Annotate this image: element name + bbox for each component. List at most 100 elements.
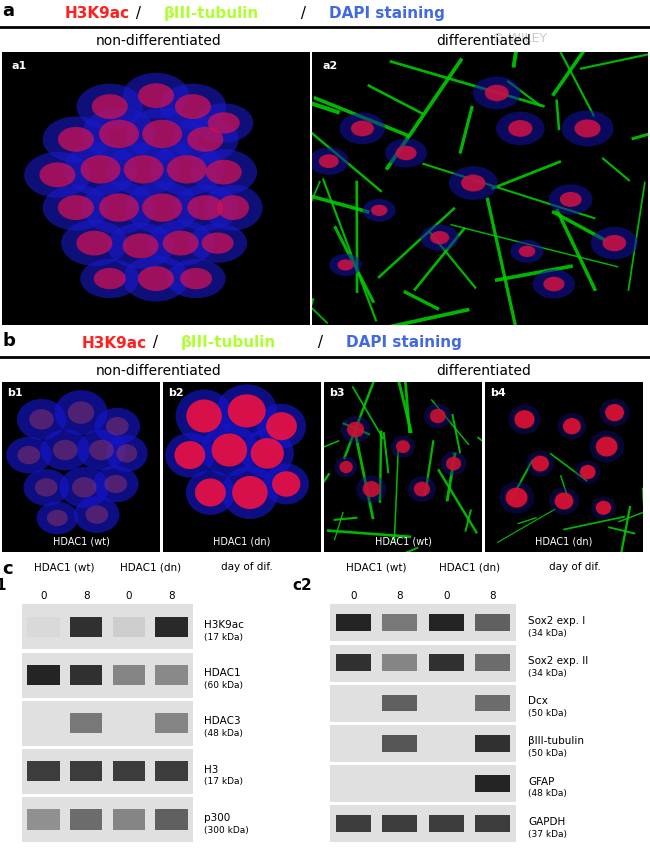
Ellipse shape <box>580 465 595 480</box>
Text: H3K9ac: H3K9ac <box>204 619 244 629</box>
Bar <box>112 809 145 830</box>
Ellipse shape <box>60 468 109 508</box>
Ellipse shape <box>123 257 189 302</box>
Ellipse shape <box>107 144 181 196</box>
Ellipse shape <box>187 127 224 152</box>
Ellipse shape <box>203 185 263 232</box>
Ellipse shape <box>23 469 69 506</box>
Text: a1: a1 <box>11 61 27 71</box>
Text: /: / <box>131 5 146 21</box>
Ellipse shape <box>142 195 182 222</box>
Ellipse shape <box>251 438 284 469</box>
Ellipse shape <box>396 146 417 161</box>
Ellipse shape <box>216 385 277 438</box>
Bar <box>330 685 516 722</box>
Ellipse shape <box>519 246 536 257</box>
Ellipse shape <box>208 113 240 134</box>
Ellipse shape <box>148 221 214 267</box>
Ellipse shape <box>257 405 306 449</box>
Ellipse shape <box>99 195 139 222</box>
Ellipse shape <box>596 437 618 457</box>
Ellipse shape <box>508 406 541 435</box>
Bar <box>330 725 516 762</box>
Bar <box>382 735 417 752</box>
Ellipse shape <box>603 236 626 252</box>
Bar <box>22 653 193 697</box>
Text: differentiated: differentiated <box>437 34 532 48</box>
Ellipse shape <box>82 108 156 161</box>
Ellipse shape <box>64 144 138 196</box>
Text: Sox2 exp. II: Sox2 exp. II <box>528 655 589 666</box>
Ellipse shape <box>99 121 139 149</box>
Ellipse shape <box>43 185 109 232</box>
Ellipse shape <box>508 121 532 138</box>
Ellipse shape <box>74 497 120 533</box>
Text: HDAC1: HDAC1 <box>204 667 241 678</box>
Ellipse shape <box>180 269 212 290</box>
Ellipse shape <box>81 156 121 184</box>
Text: (34 kDa): (34 kDa) <box>528 668 567 677</box>
Ellipse shape <box>424 404 451 429</box>
Text: βIII-tubulin: βIII-tubulin <box>164 5 259 21</box>
Ellipse shape <box>266 412 297 441</box>
Ellipse shape <box>188 224 247 263</box>
Ellipse shape <box>408 477 436 502</box>
Ellipse shape <box>371 206 387 217</box>
Text: βIII-tubulin: βIII-tubulin <box>528 735 584 746</box>
Bar <box>22 604 193 650</box>
Text: b1: b1 <box>6 387 22 398</box>
Text: (300 kDa): (300 kDa) <box>204 825 249 833</box>
Ellipse shape <box>107 224 174 269</box>
Ellipse shape <box>351 121 374 137</box>
Text: non-differentiated: non-differentiated <box>96 34 222 48</box>
Ellipse shape <box>430 409 446 424</box>
Ellipse shape <box>47 511 68 527</box>
Ellipse shape <box>575 461 601 484</box>
Bar <box>70 809 102 830</box>
Text: H3: H3 <box>204 764 219 774</box>
Bar <box>428 654 464 672</box>
Ellipse shape <box>175 95 211 120</box>
Ellipse shape <box>319 155 339 169</box>
Ellipse shape <box>339 114 385 146</box>
Ellipse shape <box>116 444 137 463</box>
Ellipse shape <box>560 193 582 208</box>
Text: (60 kDa): (60 kDa) <box>204 680 243 689</box>
Ellipse shape <box>339 461 353 474</box>
Ellipse shape <box>533 270 575 300</box>
Bar <box>428 815 464 832</box>
Text: 8: 8 <box>489 591 496 600</box>
Text: © WILEY: © WILEY <box>493 32 547 45</box>
Ellipse shape <box>123 234 159 259</box>
Ellipse shape <box>212 434 247 467</box>
Bar <box>335 815 371 832</box>
Text: HDAC1 (wt): HDAC1 (wt) <box>53 536 109 546</box>
Ellipse shape <box>449 167 498 201</box>
Ellipse shape <box>337 260 354 271</box>
Ellipse shape <box>82 183 156 234</box>
Ellipse shape <box>421 226 459 251</box>
Ellipse shape <box>106 418 129 436</box>
Text: Dcx: Dcx <box>528 696 548 705</box>
Ellipse shape <box>35 479 58 497</box>
Text: 8: 8 <box>168 591 175 600</box>
Ellipse shape <box>194 104 254 144</box>
Ellipse shape <box>461 176 486 192</box>
Ellipse shape <box>202 233 233 255</box>
Bar <box>475 815 510 832</box>
Text: DAPI staining: DAPI staining <box>346 335 462 350</box>
Ellipse shape <box>396 441 410 454</box>
Bar <box>27 616 60 637</box>
Ellipse shape <box>106 436 148 472</box>
Ellipse shape <box>72 478 96 498</box>
Bar <box>428 615 464 631</box>
Bar <box>155 809 188 830</box>
Bar <box>22 749 193 794</box>
Ellipse shape <box>40 430 90 471</box>
Ellipse shape <box>165 433 214 478</box>
Bar <box>475 775 510 792</box>
Ellipse shape <box>485 85 509 102</box>
Ellipse shape <box>562 111 614 147</box>
Ellipse shape <box>335 457 358 478</box>
Ellipse shape <box>549 185 593 215</box>
